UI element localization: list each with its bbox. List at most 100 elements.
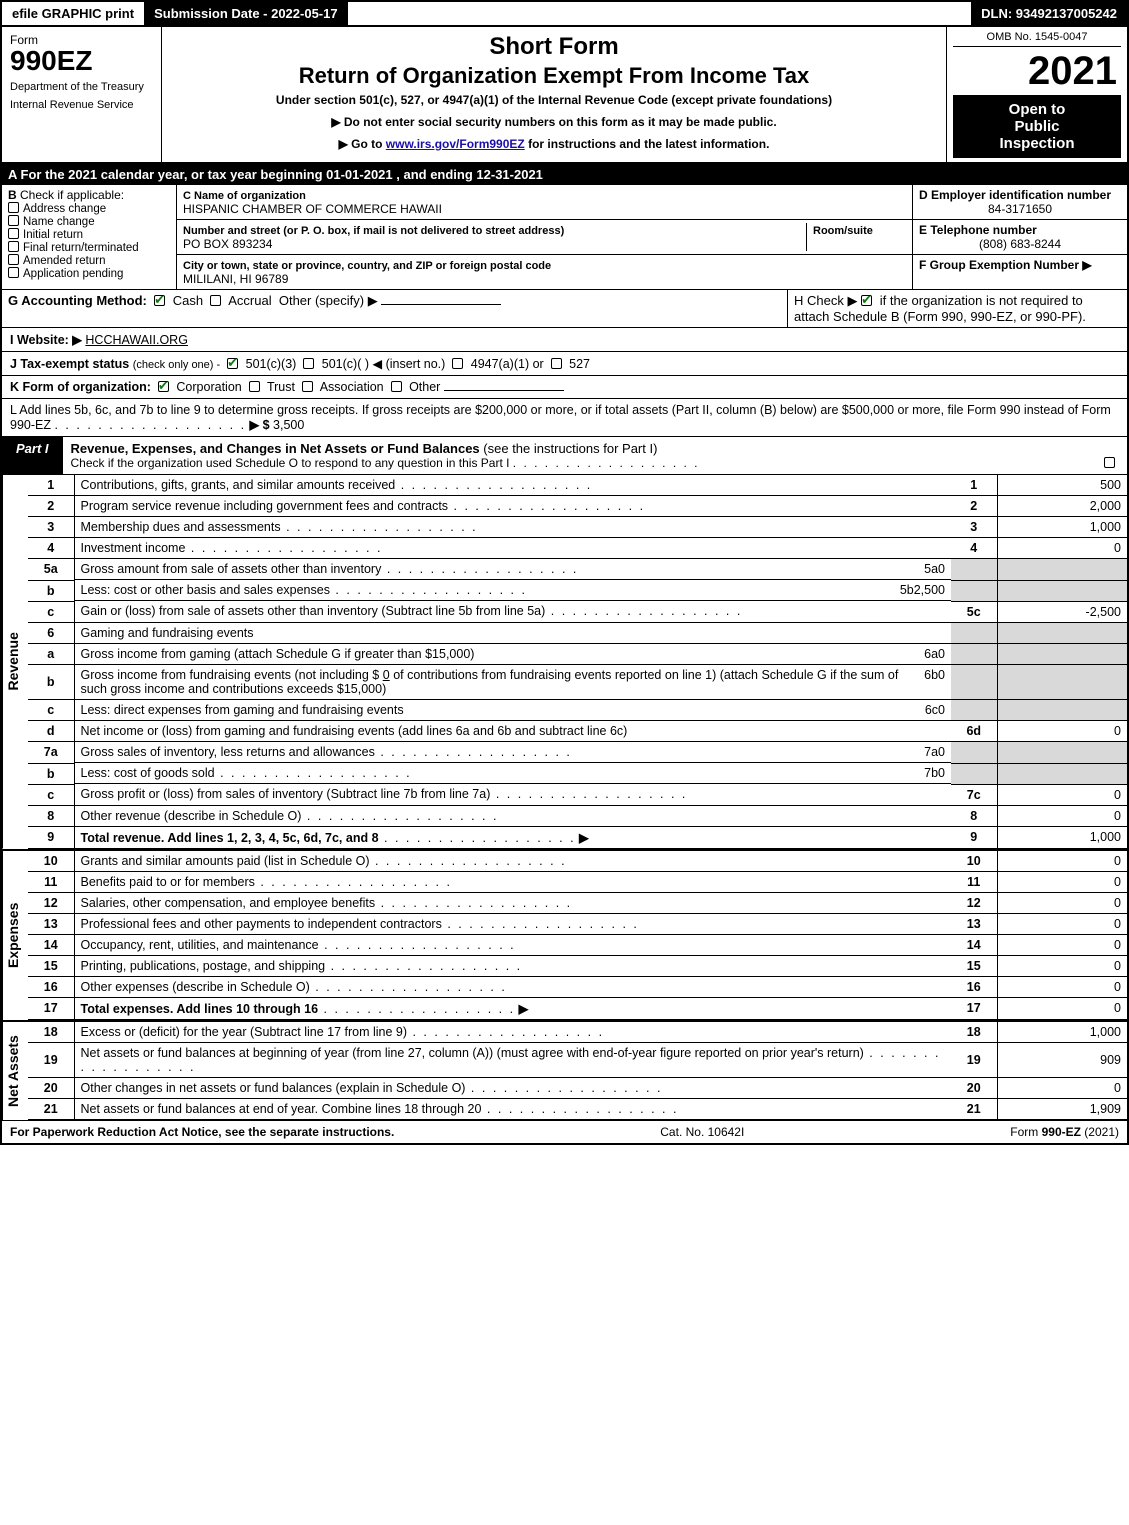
open-line3: Inspection — [957, 135, 1117, 152]
ln10-num: 10 — [28, 851, 74, 872]
ln2-text: Program service revenue including govern… — [81, 499, 449, 513]
expenses-section: Expenses 10Grants and similar amounts pa… — [2, 849, 1127, 1020]
website-value[interactable]: HCCHAWAII.ORG — [85, 333, 188, 347]
ln8-val: 0 — [997, 805, 1127, 826]
net-assets-section: Net Assets 18Excess or (deficit) for the… — [2, 1020, 1127, 1120]
ln19-val: 909 — [997, 1042, 1127, 1077]
chk-other-org[interactable] — [391, 381, 402, 392]
line-6d: dNet income or (loss) from gaming and fu… — [28, 721, 1127, 742]
other-specify-field[interactable] — [381, 304, 501, 305]
ln6c-text: Less: direct expenses from gaming and fu… — [81, 703, 404, 717]
chk-name-change[interactable]: Name change — [8, 216, 170, 228]
city-label: City or town, state or province, country… — [183, 260, 551, 272]
org-name-value: HISPANIC CHAMBER OF COMMERCE HAWAII — [183, 202, 442, 216]
chk-address-change[interactable]: Address change — [8, 203, 170, 215]
org-name-cell: C Name of organization HISPANIC CHAMBER … — [177, 185, 912, 220]
chk-application-pending[interactable]: Application pending — [8, 268, 170, 280]
ln15-val: 0 — [997, 955, 1127, 976]
chk-initial-return[interactable]: Initial return — [8, 229, 170, 241]
ln19-ref: 19 — [951, 1042, 997, 1077]
opt-accrual: Accrual — [228, 293, 271, 308]
chk-amended-return[interactable]: Amended return — [8, 255, 170, 267]
ln6b-val-grey — [997, 665, 1127, 700]
ln12-ref: 12 — [951, 892, 997, 913]
irs-link[interactable]: www.irs.gov/Form990EZ — [386, 137, 525, 151]
website-label: I Website: ▶ — [10, 333, 82, 347]
ln16-ref: 16 — [951, 976, 997, 997]
ln17-num: 17 — [28, 997, 74, 1019]
line-l-amount-label: ▶ $ — [250, 418, 274, 432]
chk-name-change-label: Name change — [23, 216, 95, 228]
chk-501c[interactable] — [303, 358, 314, 369]
ln20-text: Other changes in net assets or fund bala… — [81, 1081, 466, 1095]
ln6c-iref: 6c — [925, 703, 938, 717]
chk-schedule-b-not-required[interactable] — [861, 295, 872, 306]
line-5a: 5aGross amount from sale of assets other… — [28, 559, 1127, 581]
goto-suffix: for instructions and the latest informat… — [525, 137, 770, 151]
ln6b-amount: 0 — [383, 668, 390, 682]
line-12: 12Salaries, other compensation, and empl… — [28, 892, 1127, 913]
chk-corporation[interactable] — [158, 381, 169, 392]
part-1-title-note: (see the instructions for Part I) — [483, 441, 657, 456]
ln7a-num: 7a — [28, 742, 74, 764]
ln6c-ival: 0 — [938, 703, 945, 717]
ln6b-text1: Gross income from fundraising events (no… — [81, 668, 380, 682]
chk-final-return[interactable]: Final return/terminated — [8, 242, 170, 254]
ln6-ref-grey — [951, 622, 997, 643]
row-k-org-form: K Form of organization: Corporation Trus… — [2, 376, 1127, 399]
col-b-label: B — [8, 188, 17, 202]
efile-print-label[interactable]: efile GRAPHIC print — [2, 2, 144, 25]
ln6d-text: Net income or (loss) from gaming and fun… — [81, 724, 628, 738]
other-org-field[interactable] — [444, 390, 564, 391]
section-a-tax-year: A For the 2021 calendar year, or tax yea… — [2, 164, 1127, 185]
ln8-text: Other revenue (describe in Schedule O) — [81, 809, 302, 823]
ln7b-text: Less: cost of goods sold — [81, 766, 215, 780]
ln6b-num: b — [28, 665, 74, 700]
ln4-ref: 4 — [951, 538, 997, 559]
line-21: 21Net assets or fund balances at end of … — [28, 1098, 1127, 1119]
ln21-num: 21 — [28, 1098, 74, 1119]
col-c: C Name of organization HISPANIC CHAMBER … — [177, 185, 912, 289]
header-left: Form 990EZ Department of the Treasury In… — [2, 27, 162, 162]
ln13-val: 0 — [997, 913, 1127, 934]
chk-accrual[interactable] — [210, 295, 221, 306]
opt-trust: Trust — [267, 380, 295, 394]
chk-4947a1[interactable] — [452, 358, 463, 369]
chk-schedule-o-part1[interactable] — [1104, 457, 1115, 468]
ln17-arrow-icon: ▶ — [519, 1002, 529, 1016]
ln15-text: Printing, publications, postage, and shi… — [81, 959, 326, 973]
ln15-num: 15 — [28, 955, 74, 976]
dept-treasury: Department of the Treasury — [10, 81, 153, 93]
chk-527[interactable] — [551, 358, 562, 369]
ln10-ref: 10 — [951, 851, 997, 872]
ln6c-val-grey — [997, 700, 1127, 721]
ln4-val: 0 — [997, 538, 1127, 559]
note-no-ssn: ▶ Do not enter social security numbers o… — [172, 115, 936, 129]
line-6a: aGross income from gaming (attach Schedu… — [28, 643, 1127, 665]
ln7b-ref-grey — [951, 763, 997, 784]
telephone-value: (808) 683-8244 — [919, 237, 1121, 251]
col-h: H Check ▶ if the organization is not req… — [787, 290, 1127, 327]
ln5a-num: 5a — [28, 559, 74, 581]
ln11-ref: 11 — [951, 871, 997, 892]
ln7b-ival: 0 — [938, 766, 945, 780]
ln7a-text: Gross sales of inventory, less returns a… — [81, 745, 375, 759]
ln4-text: Investment income — [81, 541, 186, 555]
topbar-spacer — [348, 2, 972, 25]
line-6: 6Gaming and fundraising events — [28, 622, 1127, 643]
ln16-text: Other expenses (describe in Schedule O) — [81, 980, 310, 994]
chk-trust[interactable] — [249, 381, 260, 392]
opt-527: 527 — [569, 357, 590, 371]
chk-association[interactable] — [302, 381, 313, 392]
chk-501c3[interactable] — [227, 358, 238, 369]
chk-cash[interactable] — [154, 295, 165, 306]
ln7c-num: c — [28, 784, 74, 805]
part-1-header: Part I Revenue, Expenses, and Changes in… — [2, 437, 1127, 475]
ln20-val: 0 — [997, 1077, 1127, 1098]
line-20: 20 Other changes in net assets or fund ba… — [28, 1077, 1127, 1098]
ln5b-text: Less: cost or other basis and sales expe… — [81, 583, 330, 597]
ln20-ref: 20 — [951, 1077, 997, 1098]
line-1: 1Contributions, gifts, grants, and simil… — [28, 475, 1127, 496]
c-letter: C — [183, 190, 191, 202]
ln18-ref: 18 — [951, 1022, 997, 1043]
